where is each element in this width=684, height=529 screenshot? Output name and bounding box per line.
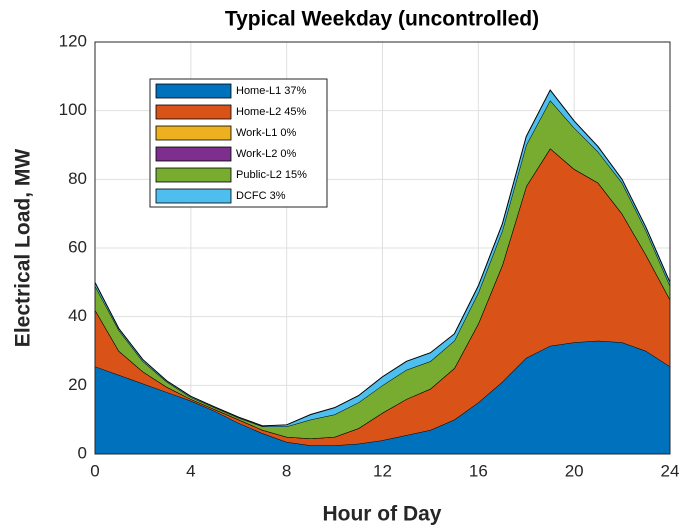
y-tick-label: 100 <box>59 100 87 119</box>
area <box>95 340 670 454</box>
legend-swatch <box>155 125 232 141</box>
legend-swatch <box>155 188 232 204</box>
legend-label: Home-L1 37% <box>236 85 307 97</box>
x-tick-label: 0 <box>90 461 99 480</box>
legend-swatch <box>155 146 232 162</box>
y-tick-label: 40 <box>68 306 87 325</box>
x-tick-label: 12 <box>373 461 392 480</box>
legend-label: Home-L2 45% <box>236 106 307 118</box>
x-tick-label: 24 <box>661 461 680 480</box>
y-tick-label: 120 <box>59 31 87 50</box>
area <box>95 100 670 439</box>
area-edge <box>94 89 671 427</box>
x-tick-label: 8 <box>282 461 291 480</box>
y-tick-label: 0 <box>78 443 87 462</box>
legend-label: Public-L2 15% <box>236 169 307 181</box>
y-tick-label: 80 <box>68 169 87 188</box>
legend-swatch <box>155 104 232 120</box>
x-tick-label: 4 <box>186 461 195 480</box>
legend-swatch <box>155 167 232 183</box>
area <box>95 148 670 446</box>
x-tick-label: 20 <box>565 461 584 480</box>
x-axis-label: Hour of Day <box>322 503 441 526</box>
legend-box <box>149 78 328 208</box>
chart-title: Typical Weekday (uncontrolled) <box>225 8 539 31</box>
y-axis-label: Electrical Load, MW <box>12 149 35 348</box>
legend-label: Work-L2 0% <box>236 148 297 160</box>
x-tick-label: 16 <box>469 461 488 480</box>
y-tick-label: 20 <box>68 375 87 394</box>
plot-frame <box>94 41 671 455</box>
legend-label: Work-L1 0% <box>236 127 297 139</box>
y-tick-label: 60 <box>68 237 87 256</box>
legend-label: DCFC 3% <box>236 190 286 202</box>
legend-swatch <box>155 83 232 99</box>
